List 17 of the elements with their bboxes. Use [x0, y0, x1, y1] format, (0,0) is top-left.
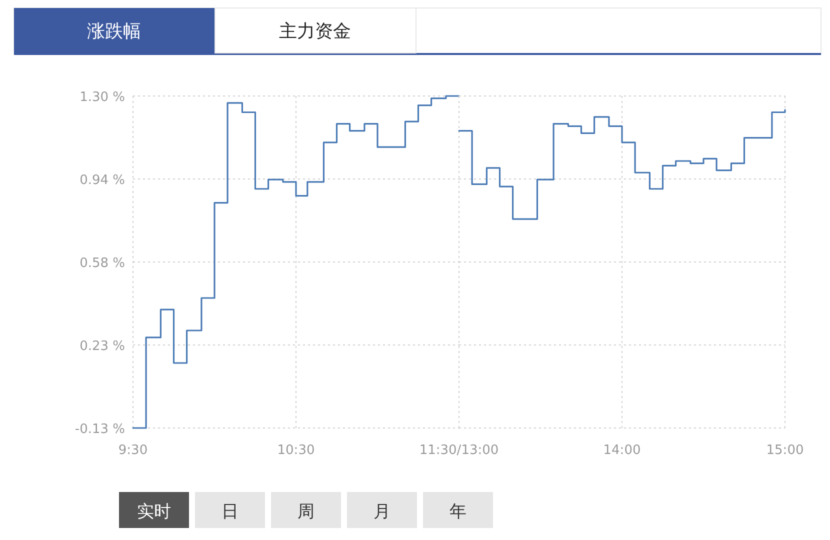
x-tick-label: 14:00	[603, 443, 641, 458]
text: 实时	[137, 502, 171, 522]
x-tick-label: 9:30	[118, 443, 148, 458]
y-tick-label: -0.13 %	[74, 422, 125, 437]
text: 周	[298, 502, 314, 522]
y-tick-label: 0.94 %	[80, 173, 125, 188]
x-tick-label: 11:30/13:00	[419, 443, 499, 458]
x-tick-label: 15:00	[766, 443, 804, 458]
y-tick-label: 1.30 %	[80, 90, 125, 105]
text: 主力资金	[279, 21, 351, 42]
y-tick-label: 0.58 %	[80, 256, 125, 271]
text: 涨跌幅	[87, 21, 141, 42]
y-tick-label: 0.23 %	[80, 339, 125, 354]
text: 日	[222, 502, 238, 522]
text: 月	[374, 502, 390, 522]
x-tick-label: 10:30	[277, 443, 315, 458]
text: 年	[450, 502, 466, 522]
